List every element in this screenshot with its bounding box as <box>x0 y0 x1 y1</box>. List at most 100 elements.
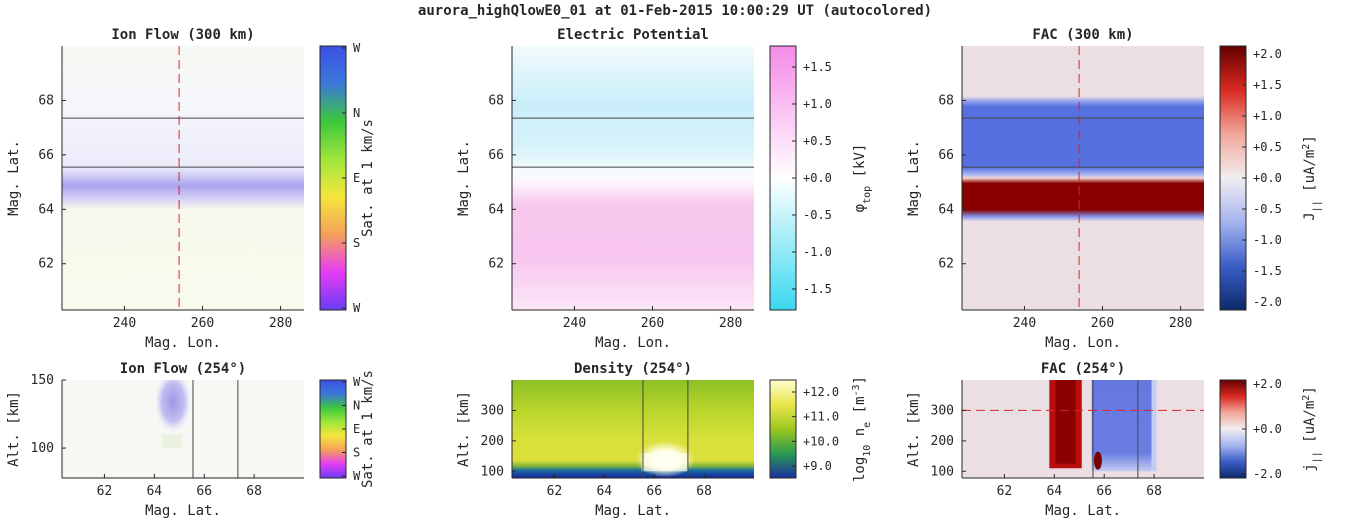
y-axis-label: Alt. [km] <box>906 391 922 467</box>
colorbar-tick-label: +0.0 <box>1253 171 1282 185</box>
colorbar-fac-254: +2.0 +0.0 -2.0 j|| [uA/m2] <box>1219 377 1323 481</box>
panel-title: FAC (300 km) <box>1032 27 1133 43</box>
x-tick-label: 280 <box>269 316 292 331</box>
colorbar-ion-flow-300: W N E S W Sat. at 1 km/s <box>319 41 376 315</box>
y-tick-label: 62 <box>38 257 54 272</box>
panel-title: Ion Flow (300 km) <box>111 27 254 43</box>
colorbar-label: log10 ne [m-3] <box>851 376 873 482</box>
colorbar-fac-300: +2.0 +1.5 +1.0 +0.5 +0.0 -0.5 -1.0 -1.5 -2.0 J|| … <box>1219 45 1323 311</box>
colorbar-tick-label: +1.5 <box>803 60 832 74</box>
heatmap-field <box>962 380 1204 478</box>
x-tick-label: 280 <box>719 316 742 331</box>
colorbar-tick-label: S <box>353 446 360 460</box>
y-tick-label: 100 <box>931 464 954 479</box>
colorbar-tick-label: E <box>353 422 360 436</box>
colorbar-label: Sat. at 1 km/s <box>360 119 376 237</box>
colorbar-tick-label: +2.0 <box>1253 47 1282 61</box>
y-tick-label: 62 <box>488 257 504 272</box>
heatmap-field <box>512 46 754 310</box>
colorbar-tick-label: E <box>353 171 360 185</box>
y-tick-label: 200 <box>931 434 954 449</box>
colorbar-tick-label: S <box>353 236 360 250</box>
colorbar-scale <box>769 379 797 479</box>
y-axis-label: Mag. Lat. <box>456 140 472 216</box>
x-tick-label: 68 <box>246 484 262 499</box>
colorbar-tick-label: +2.0 <box>1253 377 1282 391</box>
colorbar-density-254: +12.0 +11.0 +10.0 +9.0 log10 ne [m-3] <box>769 376 873 482</box>
x-tick-label: 62 <box>547 484 563 499</box>
x-axis-label: Mag. Lon. <box>1045 335 1121 351</box>
y-tick-label: 300 <box>931 403 954 418</box>
heatmap-field <box>962 46 1204 310</box>
colorbar-label: J|| [uA/m2] <box>1301 135 1323 221</box>
x-tick-label: 240 <box>113 316 136 331</box>
panel-title: Ion Flow (254°) <box>120 361 246 377</box>
heatmap-density-core <box>641 453 688 472</box>
x-tick-label: 66 <box>646 484 662 499</box>
colorbar-label: φtop [kV] <box>852 144 873 213</box>
panel-title: Electric Potential <box>557 27 709 43</box>
y-tick-label: 64 <box>488 202 504 217</box>
colorbar-tick-label: N <box>353 106 360 120</box>
x-tick-label: 64 <box>596 484 612 499</box>
heatmap-electric-potential <box>512 46 754 310</box>
heatmap-flow-tail <box>161 434 182 449</box>
heatmap-flow-region <box>156 380 190 435</box>
colorbar-tick-label: -0.5 <box>1253 202 1282 216</box>
colorbar-tick-label: -0.5 <box>803 208 832 222</box>
heatmap-upward-core <box>1055 380 1076 464</box>
y-tick-label: 300 <box>481 403 504 418</box>
heatmap-downward-edge <box>1151 380 1157 472</box>
y-tick-label: 64 <box>38 202 54 217</box>
x-axis-label: Mag. Lon. <box>595 335 671 351</box>
y-tick-label: 200 <box>481 434 504 449</box>
x-tick-label: 66 <box>196 484 212 499</box>
colorbar-tick-label: -1.5 <box>803 282 832 296</box>
colorbar-tick-label: +0.0 <box>1253 422 1282 436</box>
colorbar-tick-label: +12.0 <box>803 385 839 399</box>
colorbar-scale <box>1219 45 1247 311</box>
panel-title: Density (254°) <box>574 361 692 377</box>
x-tick-label: 62 <box>997 484 1013 499</box>
panel-title: FAC (254°) <box>1041 361 1125 377</box>
colorbar-tick-label: -2.0 <box>1253 295 1282 309</box>
y-tick-label: 68 <box>938 93 954 108</box>
heatmap-density-254 <box>512 380 754 478</box>
colorbar-tick-label: N <box>353 399 360 413</box>
y-tick-label: 64 <box>938 202 954 217</box>
colorbar-tick-label: -1.0 <box>803 245 832 259</box>
x-tick-label: 260 <box>1091 316 1114 331</box>
x-axis-label: Mag. Lon. <box>145 335 221 351</box>
x-axis-label: Mag. Lat. <box>595 503 671 519</box>
colorbar-tick-label: +1.0 <box>1253 109 1282 123</box>
colorbar-label: Sat. at 1 km/s <box>360 370 376 488</box>
figure-title: aurora_highQlowE0_01 at 01-Feb-2015 10:0… <box>418 3 932 19</box>
colorbar-tick-label: +0.5 <box>803 134 832 148</box>
y-axis-label: Mag. Lat. <box>906 140 922 216</box>
colorbar-tick-label: W <box>353 469 361 483</box>
x-tick-label: 240 <box>563 316 586 331</box>
x-tick-label: 260 <box>641 316 664 331</box>
colorbar-tick-label: W <box>353 41 361 55</box>
colorbar-scale <box>1219 379 1247 479</box>
colorbar-tick-label: W <box>353 375 361 389</box>
y-tick-label: 68 <box>38 93 54 108</box>
y-tick-label: 100 <box>31 441 54 456</box>
colorbar-scale <box>319 379 347 479</box>
colorbar-tick-label: -1.5 <box>1253 264 1282 278</box>
x-axis-label: Mag. Lat. <box>145 503 221 519</box>
y-axis-label: Alt. [km] <box>456 391 472 467</box>
x-tick-label: 68 <box>1146 484 1162 499</box>
colorbar-tick-label: +0.5 <box>1253 140 1282 154</box>
x-tick-label: 64 <box>1046 484 1062 499</box>
y-axis-label: Alt. [km] <box>6 391 22 467</box>
colorbar-tick-label: +0.0 <box>803 171 832 185</box>
colorbar-tick-label: +9.0 <box>803 459 832 473</box>
colorbar-tick-label: +1.5 <box>1253 78 1282 92</box>
colorbar-tick-label: W <box>353 301 361 315</box>
heatmap-ion-flow-300 <box>62 46 304 310</box>
panel-ion-flow-300: Ion Flow (300 km) 240 260 280 62 64 66 68 Mag. L… <box>6 27 376 351</box>
heatmap-fac-300 <box>962 46 1204 310</box>
